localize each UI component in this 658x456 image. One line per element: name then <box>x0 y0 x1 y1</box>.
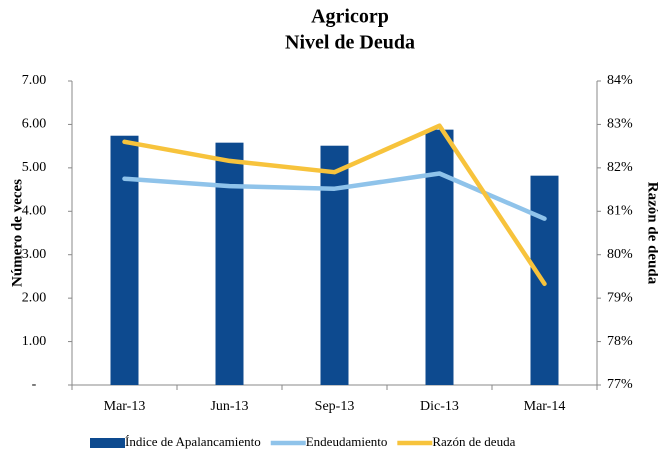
y2-tick-label: 83% <box>607 117 633 132</box>
y-tick-label: 5.00 <box>22 160 47 175</box>
line <box>122 171 547 221</box>
legend-label: Endeudamiento <box>306 434 388 449</box>
y2-tick-label: 81% <box>607 204 633 219</box>
y2-tick-label: 78% <box>607 334 633 349</box>
legend: Índice de Apalancamiento Endeudamiento Raz… <box>90 434 516 449</box>
x-tick-label: Mar-13 <box>104 399 146 414</box>
y2-tick-label: 79% <box>607 290 633 305</box>
x-tick-label: Jun-13 <box>210 399 248 414</box>
x-tick-label: Dic-13 <box>420 399 459 414</box>
bar <box>320 145 349 385</box>
y2-axis-title: Razón de deuda <box>645 182 658 285</box>
bar <box>425 129 454 385</box>
y2-tick-label: 77% <box>607 377 633 392</box>
y2-tick-label: 82% <box>607 160 633 175</box>
y-tick-label: 2.00 <box>22 290 47 305</box>
legend-swatch <box>90 438 125 448</box>
x-tick-label: Mar-14 <box>524 399 566 414</box>
chart-subtitle: Nivel de Deuda <box>285 32 415 54</box>
bar <box>215 142 244 385</box>
y-tick-label: 4.00 <box>22 204 47 219</box>
y-tick-label: 3.00 <box>22 247 47 262</box>
line <box>122 123 547 287</box>
y-tick-label: 7.00 <box>22 73 47 88</box>
chart-title: Agricorp <box>311 6 389 28</box>
legend-label: Razón de deuda <box>432 434 515 449</box>
bar <box>110 135 139 385</box>
legend-label: Índice de Apalancamiento <box>125 434 261 449</box>
y2-tick-label: 80% <box>607 247 633 262</box>
y-axis-title: Número de veces <box>9 179 25 287</box>
x-tick-label: Sep-13 <box>315 399 355 414</box>
y-tick-label: 1.00 <box>22 334 47 349</box>
y2-tick-label: 84% <box>607 73 633 88</box>
y-tick-label: 6.00 <box>22 117 47 132</box>
y-tick-label: - <box>32 377 37 392</box>
